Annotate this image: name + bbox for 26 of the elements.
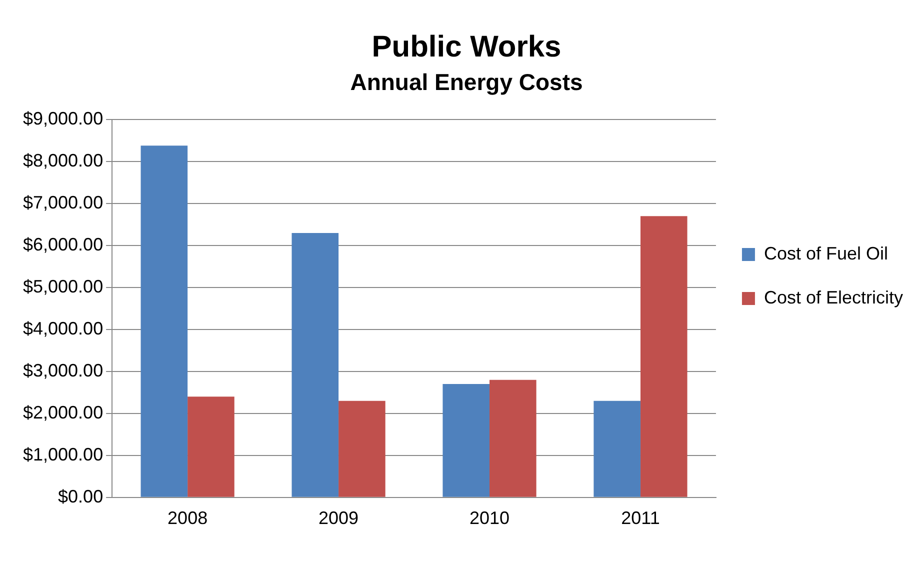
y-tick-label: $4,000.00 <box>23 318 104 338</box>
x-tick-label: 2008 <box>168 508 208 528</box>
bar <box>188 396 234 497</box>
bar <box>292 232 339 497</box>
legend-label: Cost of Fuel Oil <box>764 243 888 264</box>
y-tick-label: $5,000.00 <box>23 276 104 296</box>
x-tick-label: 2009 <box>318 508 359 528</box>
bar <box>338 400 386 497</box>
x-tick-label: 2011 <box>621 508 660 528</box>
bar <box>640 216 688 497</box>
y-tick-label: $2,000.00 <box>23 402 104 422</box>
chart-title: Public Works <box>372 30 562 64</box>
chart-subtitle: Annual Energy Costs <box>350 69 583 96</box>
bar <box>140 146 188 497</box>
y-tick-label: $0.00 <box>58 486 104 506</box>
y-tick-label: $1,000.00 <box>23 444 104 464</box>
y-tick-label: $3,000.00 <box>23 360 104 380</box>
legend-label: Cost of Electricity <box>764 287 904 308</box>
y-tick-label: $6,000.00 <box>23 234 104 254</box>
bar <box>490 380 536 497</box>
y-tick-label: $8,000.00 <box>23 150 104 171</box>
y-tick-label: $7,000.00 <box>23 192 104 213</box>
y-tick-label: $9,000.00 <box>23 108 104 129</box>
bar <box>594 400 640 497</box>
x-tick-label: 2010 <box>469 508 510 528</box>
bar <box>442 384 490 497</box>
